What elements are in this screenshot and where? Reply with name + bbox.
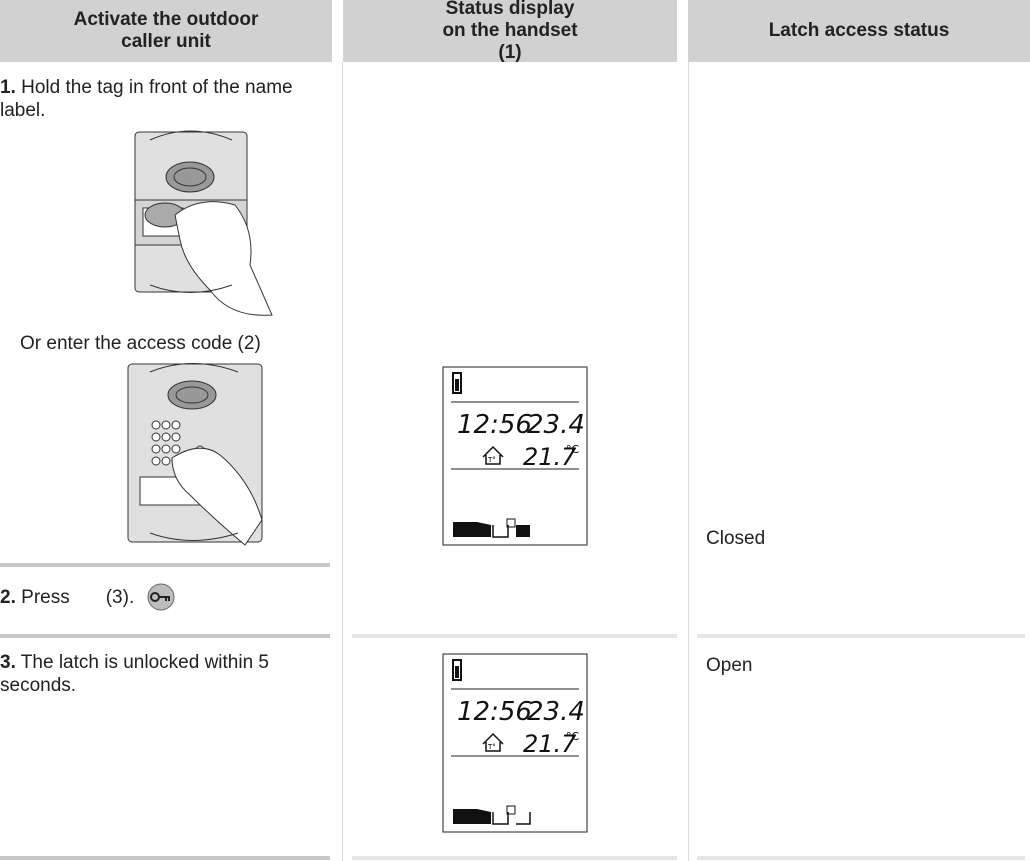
header-bg <box>343 0 677 62</box>
step-text: The latch is unlocked within 5 seconds. <box>0 652 269 696</box>
row-separator <box>352 856 677 860</box>
display-reading: 23.4 <box>527 697 585 727</box>
latch-status: Closed <box>706 528 766 549</box>
latch-status: Open <box>706 655 753 676</box>
step-text: Press <box>21 587 70 608</box>
display-unit: °C <box>566 443 580 456</box>
header-cell: Latch access status <box>768 20 950 41</box>
header-bg <box>688 0 1030 62</box>
header-cell: Activate the outdoor caller unit <box>73 9 259 52</box>
row-separator <box>0 856 330 860</box>
row-separator <box>697 856 1025 860</box>
handset-display: 12:56 23.4 T° 21.7 °C <box>442 653 588 833</box>
display-temperature: 21.7 <box>523 443 577 471</box>
row-separator <box>0 563 330 567</box>
display-time: 12:56 <box>457 410 532 440</box>
step-text: (3). <box>105 587 135 608</box>
display-sensor: T° <box>487 456 496 464</box>
step-number: 3. <box>0 652 16 673</box>
step: 2. Press (3). <box>0 586 325 609</box>
step: 3. The latch is unlocked within 5 second… <box>0 651 300 697</box>
display-temperature: 21.7 <box>523 730 577 758</box>
row-separator <box>697 634 1025 638</box>
row-separator <box>0 634 330 638</box>
display-sensor: T° <box>487 743 496 751</box>
display-reading: 23.4 <box>527 410 585 440</box>
step-text: Hold the tag in front of the name label. <box>0 77 293 121</box>
step: 1. Hold the tag in front of the name lab… <box>0 76 325 122</box>
step-number: 1. <box>0 77 16 98</box>
header-bg <box>0 0 332 62</box>
step-alt-text: Or enter the access code (2) <box>20 333 261 354</box>
handset-display: 12:56 23.4 T° 21.7 °C <box>442 366 588 546</box>
tag-illustration <box>134 130 273 316</box>
row-separator <box>352 634 677 638</box>
display-unit: °C <box>566 730 580 743</box>
header-cell: Status display on the handset (1) <box>442 0 578 63</box>
display-time: 12:56 <box>457 697 532 727</box>
step-number: 2. <box>0 587 16 608</box>
keypad-illustration <box>127 363 263 546</box>
key-icon <box>147 583 175 611</box>
